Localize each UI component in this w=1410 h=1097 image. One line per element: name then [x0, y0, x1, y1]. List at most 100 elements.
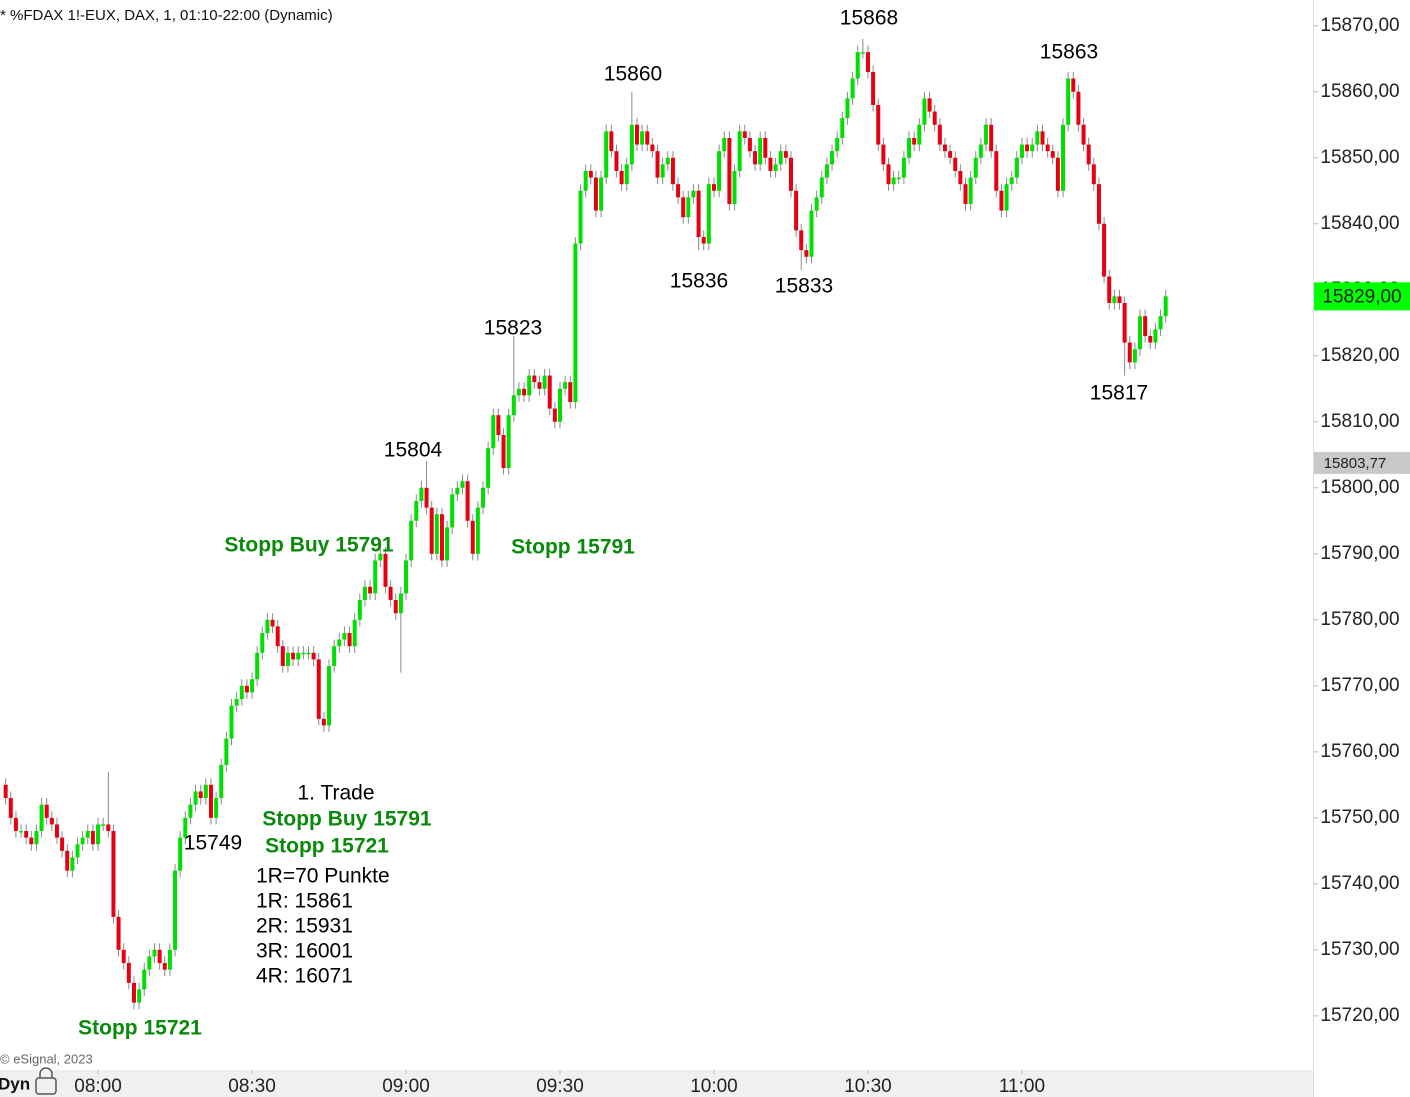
candle-body: [922, 98, 927, 125]
candle-body: [1030, 144, 1035, 152]
y-tick-label: 15750,00: [1320, 807, 1399, 828]
candle-body: [758, 137, 763, 165]
candle-body: [260, 633, 265, 653]
candle-body: [532, 375, 537, 383]
annotation: 15860: [604, 63, 662, 86]
candle-body: [686, 197, 691, 218]
candle-body: [193, 791, 198, 805]
candle-body: [830, 151, 835, 165]
y-tick-label: 15730,00: [1320, 939, 1399, 960]
chart-title: * %FDAX 1!-EUX, DAX, 1, 01:10-22:00 (Dyn…: [0, 7, 333, 24]
candle-body: [34, 831, 39, 845]
candle-body: [711, 184, 716, 191]
reference-price-label: 15803,77: [1324, 455, 1387, 472]
candle-body: [357, 600, 362, 620]
candle-body: [624, 164, 629, 185]
lock-icon[interactable]: [35, 1067, 57, 1095]
candle-body: [39, 804, 44, 832]
candle-body: [614, 151, 619, 171]
candle-body: [578, 190, 583, 244]
candle-body: [1163, 296, 1168, 317]
candle-body: [255, 652, 260, 680]
candle-body: [799, 230, 804, 251]
candle-body: [835, 137, 840, 152]
annotation: 15836: [670, 270, 728, 293]
candle-body: [24, 831, 29, 838]
x-tick-label: 08:30: [228, 1076, 276, 1097]
y-tick-label: 15820,00: [1320, 345, 1399, 366]
candle-body: [1153, 329, 1158, 343]
copyright: © eSignal, 2023: [0, 1051, 93, 1066]
annotation: Stopp 15721: [78, 1017, 202, 1040]
candle-body: [1009, 177, 1014, 185]
candle-body: [1081, 124, 1086, 145]
candle-body: [522, 388, 527, 396]
candle-body: [732, 170, 737, 204]
candle-body: [332, 646, 337, 667]
candle-body: [1127, 342, 1132, 363]
candle-body: [101, 824, 106, 826]
candle-body: [1066, 78, 1071, 125]
candle-body: [701, 236, 706, 244]
candle-body: [681, 197, 686, 218]
candle-body: [178, 837, 183, 871]
candle-body: [1138, 316, 1143, 350]
mode-label: Dyn: [0, 1074, 30, 1093]
candle-body: [619, 170, 624, 185]
annotation: 15868: [840, 7, 898, 30]
x-tick-label: 10:00: [690, 1076, 738, 1097]
y-tick-label: 15810,00: [1320, 411, 1399, 432]
candle-body: [321, 718, 326, 726]
annotation: 1R=70 Punkte: [256, 865, 390, 888]
candle-body: [219, 765, 224, 799]
candle-body: [917, 124, 922, 145]
candle-body: [19, 831, 24, 833]
candle-body: [291, 652, 296, 660]
candle-body: [783, 151, 788, 158]
candle-body: [527, 375, 532, 396]
x-tick-label: 08:00: [74, 1076, 122, 1097]
candle-body: [552, 408, 557, 422]
candle-body: [147, 956, 152, 970]
candle-body: [1112, 296, 1117, 303]
candle-body: [239, 685, 244, 700]
candle-body: [352, 619, 357, 647]
candle-body: [912, 137, 917, 145]
candle-body: [670, 157, 675, 185]
candle-body: [460, 481, 465, 488]
candle-body: [250, 679, 255, 693]
candle-body: [865, 52, 870, 72]
candle-body: [696, 190, 701, 237]
candle-body: [29, 837, 34, 845]
last-price-label: 15829,00: [1322, 286, 1401, 307]
candle-body: [691, 190, 696, 198]
candle-body: [316, 659, 321, 719]
y-tick-label: 15770,00: [1320, 675, 1399, 696]
candle-body: [1096, 184, 1101, 224]
annotation: 1R: 15861: [256, 890, 353, 913]
candle-body: [1158, 316, 1163, 330]
annotation: 15817: [1090, 382, 1148, 405]
candle-body: [214, 798, 219, 818]
candle-body: [439, 514, 444, 561]
candle-body: [1014, 157, 1019, 178]
candle-body: [362, 586, 367, 601]
y-tick-label: 15800,00: [1320, 477, 1399, 498]
candle-body: [978, 144, 983, 158]
candle-body: [537, 382, 542, 389]
candle-body: [563, 382, 568, 389]
candle-body: [188, 804, 193, 818]
candle-body: [378, 553, 383, 561]
candle-body: [901, 157, 906, 178]
candle-body: [809, 210, 814, 257]
annotation: 15863: [1040, 41, 1098, 64]
candle-body: [450, 494, 455, 528]
candle-body: [327, 666, 332, 726]
candle-body: [393, 600, 398, 614]
candle-body: [1071, 78, 1076, 92]
candle-body: [208, 784, 213, 818]
candle-body: [583, 170, 588, 191]
candle-body: [727, 137, 732, 204]
candle-body: [475, 507, 480, 554]
